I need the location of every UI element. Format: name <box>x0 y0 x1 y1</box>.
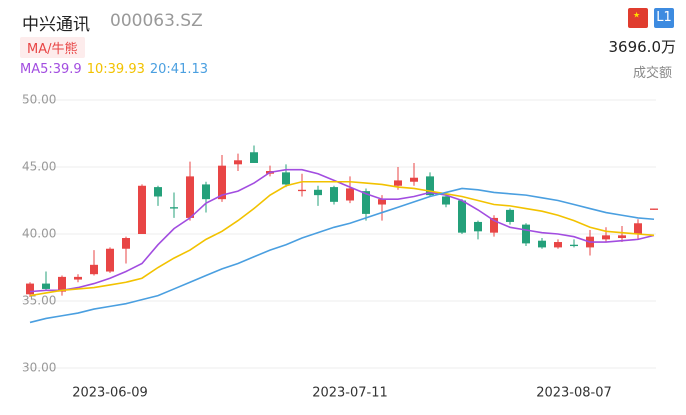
candle-body <box>234 160 242 165</box>
candle-body <box>282 172 290 185</box>
volume-value: 3696.0万 <box>608 38 677 56</box>
legend-entry: MA5:39.9 <box>20 62 82 77</box>
candle-body <box>362 191 370 214</box>
candle-body <box>490 217 498 233</box>
candle-body <box>522 224 530 244</box>
candle-body <box>378 199 386 205</box>
volume-label: 成交额 <box>632 66 672 81</box>
candle-body <box>74 276 82 280</box>
x-tick-label: 2023-07-11 <box>312 386 388 401</box>
x-tick-label: 2023-08-07 <box>536 386 612 401</box>
ma-line <box>29 187 655 324</box>
candle-body <box>650 208 658 210</box>
candle-body <box>42 283 50 289</box>
y-tick-label: 45.00 <box>22 160 56 174</box>
candle-body <box>410 177 418 182</box>
x-tick-label: 2023-06-09 <box>72 386 148 401</box>
candle-body <box>458 200 466 233</box>
candle-body <box>26 283 34 295</box>
legend: MA5:39.9 10:39.93 20:41.13 <box>20 62 213 77</box>
candle-body <box>186 176 194 218</box>
candle-body <box>474 221 482 232</box>
candle-body <box>122 238 130 249</box>
flag-icon: ★ <box>628 8 648 28</box>
y-tick-label: 35.00 <box>22 294 56 308</box>
candle-body <box>138 185 146 234</box>
ma-line <box>29 180 655 297</box>
y-tick-label: 40.00 <box>22 227 56 241</box>
candle-body <box>570 244 578 247</box>
candle-body <box>58 276 66 292</box>
candle-body <box>218 165 226 200</box>
candle-body <box>346 188 354 201</box>
candle-body <box>106 248 114 272</box>
stock-code: 000063.SZ <box>110 11 203 31</box>
y-tick-label: 30.00 <box>22 361 56 375</box>
candle-body <box>506 209 514 222</box>
candle-body <box>202 184 210 200</box>
level-badge[interactable]: L1 <box>654 8 674 28</box>
stock-name: 中兴通讯 <box>22 15 90 35</box>
candle-body <box>298 189 306 192</box>
indicator-badge[interactable]: MA/牛熊 <box>20 37 85 58</box>
candle-body <box>394 180 402 186</box>
candle-body <box>538 240 546 248</box>
legend-entry: 10:39.93 <box>86 62 145 77</box>
candle-body <box>426 176 434 196</box>
legend-entry: 20:41.13 <box>149 62 208 77</box>
candle-body <box>90 264 98 275</box>
candle-body <box>554 242 562 248</box>
candle-body <box>154 187 162 197</box>
candle-body <box>330 187 338 202</box>
candle-body <box>442 196 450 205</box>
ma-line <box>29 168 655 293</box>
candle-body <box>170 207 178 209</box>
candle-body <box>250 152 258 163</box>
candle-body <box>634 223 642 234</box>
candle-body <box>314 189 322 196</box>
y-tick-label: 50.00 <box>22 93 56 107</box>
candle-body <box>602 235 610 240</box>
candle-body <box>618 235 626 239</box>
svg-text:★: ★ <box>633 11 640 20</box>
